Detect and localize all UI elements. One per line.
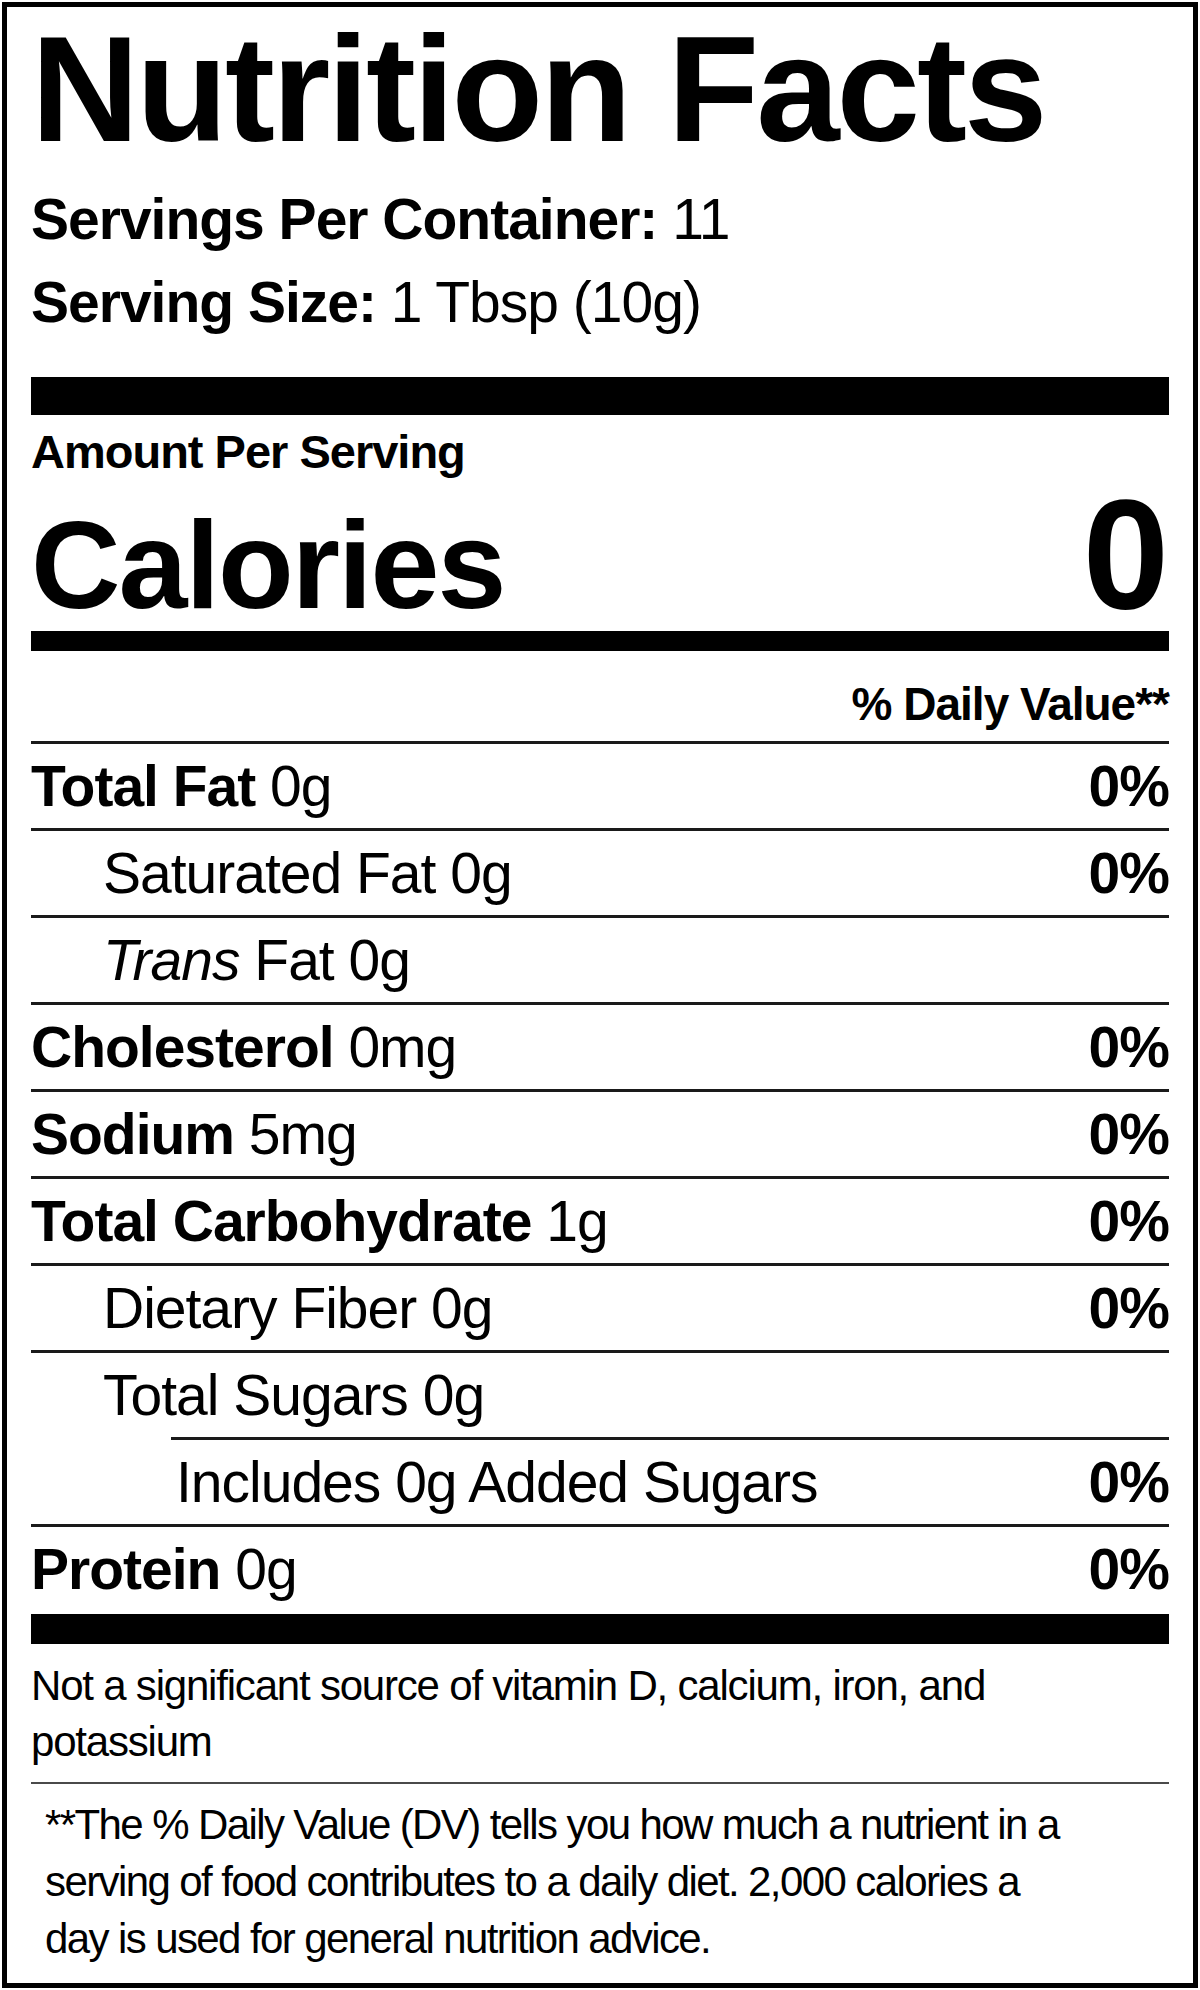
- footnote-separator-rule: [31, 1782, 1169, 1784]
- servings-per-container-value: 11: [672, 187, 729, 251]
- nutrient-row: Cholesterol 0mg 0%: [31, 1005, 1169, 1092]
- daily-value-header: % Daily Value**: [31, 651, 1169, 744]
- not-significant-text: Not a significant source of vitamin D, c…: [31, 1658, 1169, 1770]
- nutrient-name: Total Sugars 0g: [103, 1362, 484, 1428]
- daily-value-footnote-text: **The % Daily Value (DV) tells you how m…: [31, 1796, 1169, 1967]
- nutrient-name: Sodium 5mg: [31, 1101, 357, 1167]
- calories-value: 0: [1083, 477, 1169, 632]
- calories-row: Calories 0: [31, 477, 1169, 629]
- nutrient-daily-value: 0%: [1089, 1275, 1169, 1341]
- nutrient-name: Trans Fat 0g: [103, 927, 410, 993]
- nutrient-row: Protein 0g 0%: [31, 1527, 1169, 1614]
- bottom-thick-separator-bar: [31, 1614, 1169, 1644]
- text-line: potassium: [31, 1714, 1169, 1770]
- nutrient-name: Protein 0g: [31, 1536, 297, 1602]
- serving-size-line: Serving Size: 1 Tbsp (10g): [31, 261, 1169, 344]
- text-line: day is used for general nutrition advice…: [45, 1910, 1169, 1967]
- nutrient-daily-value: 0%: [1089, 1449, 1169, 1515]
- text-line: serving of food contributes to a daily d…: [45, 1853, 1169, 1910]
- nutrient-name: Total Carbohydrate 1g: [31, 1188, 608, 1254]
- nutrient-row: Sodium 5mg 0%: [31, 1092, 1169, 1179]
- nutrition-facts-label: Nutrition Facts Servings Per Container: …: [2, 2, 1198, 1988]
- nutrient-daily-value: 0%: [1089, 1536, 1169, 1602]
- label-title: Nutrition Facts: [31, 13, 1169, 166]
- nutrient-name: Dietary Fiber 0g: [103, 1275, 493, 1341]
- servings-per-container-line: Servings Per Container: 11: [31, 178, 1169, 261]
- nutrient-row: Saturated Fat 0g 0%: [31, 831, 1169, 918]
- servings-per-container-label: Servings Per Container:: [31, 187, 657, 251]
- nutrient-rows: Total Fat 0g 0% Saturated Fat 0g 0% Tran…: [31, 744, 1169, 1614]
- nutrient-daily-value: 0%: [1089, 1101, 1169, 1167]
- top-thick-separator-bar: [31, 377, 1169, 415]
- text-line: Not a significant source of vitamin D, c…: [31, 1658, 1169, 1714]
- amount-per-serving-label: Amount Per Serving: [31, 425, 1169, 479]
- nutrient-row: Total Carbohydrate 1g 0%: [31, 1179, 1169, 1266]
- nutrient-name: Total Fat 0g: [31, 753, 332, 819]
- text-line: **The % Daily Value (DV) tells you how m…: [45, 1796, 1169, 1853]
- nutrient-row: Includes 0g Added Sugars 0%: [31, 1440, 1169, 1527]
- nutrient-name: Saturated Fat 0g: [103, 840, 512, 906]
- serving-size-label: Serving Size:: [31, 270, 376, 334]
- nutrient-name: Cholesterol 0mg: [31, 1014, 456, 1080]
- nutrient-daily-value: 0%: [1089, 753, 1169, 819]
- nutrient-daily-value: 0%: [1089, 1014, 1169, 1080]
- nutrient-daily-value: 0%: [1089, 1188, 1169, 1254]
- calories-separator-bar: [31, 631, 1169, 651]
- nutrient-row: Total Fat 0g 0%: [31, 744, 1169, 831]
- nutrient-row: Trans Fat 0g: [31, 918, 1169, 1005]
- nutrient-row: Total Sugars 0g: [31, 1353, 1169, 1440]
- serving-size-value: 1 Tbsp (10g): [391, 270, 701, 334]
- nutrient-row: Dietary Fiber 0g 0%: [31, 1266, 1169, 1353]
- calories-label: Calories: [31, 503, 504, 627]
- nutrient-daily-value: 0%: [1089, 840, 1169, 906]
- nutrient-name: Includes 0g Added Sugars: [176, 1449, 818, 1515]
